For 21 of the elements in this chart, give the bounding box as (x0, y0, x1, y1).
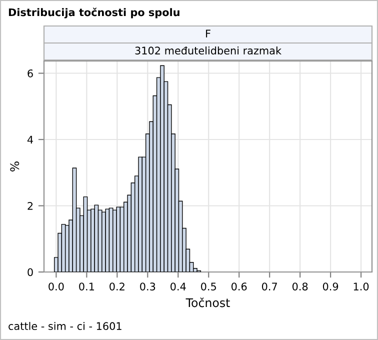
y-tick-label: 2 (28, 202, 33, 210)
y-tick-label: 4 (27, 136, 33, 144)
x-tick-label: 0.3 (140, 282, 156, 290)
x-tick-label: 0.6 (231, 282, 247, 290)
x-tick-label: 0.5 (201, 282, 216, 290)
x-tick-label: 0.7 (262, 282, 277, 290)
y-tick-label: 0 (28, 268, 33, 276)
text: cattle - sim - ci - 1601 (8, 322, 122, 330)
y-axis-title: % (10, 162, 20, 172)
x-tick-label: 0.8 (292, 282, 308, 290)
x-tick-label: 0.0 (48, 282, 64, 290)
y-tick-label: 6 (28, 69, 33, 78)
chart-subtitle: F (206, 30, 210, 38)
x-tick-label: 0.4 (170, 282, 186, 290)
x-tick-label: 0.1 (79, 282, 94, 290)
x-axis-title: Točnost (186, 298, 230, 308)
text: 3102 međutelidbeni razmak (135, 46, 282, 55)
chart-title: Distribucija točnosti po spolu (8, 8, 180, 18)
x-tick-label: 0.9 (322, 282, 338, 290)
x-tick-label: 1.0 (354, 282, 369, 290)
x-tick-label: 0.2 (110, 282, 124, 290)
